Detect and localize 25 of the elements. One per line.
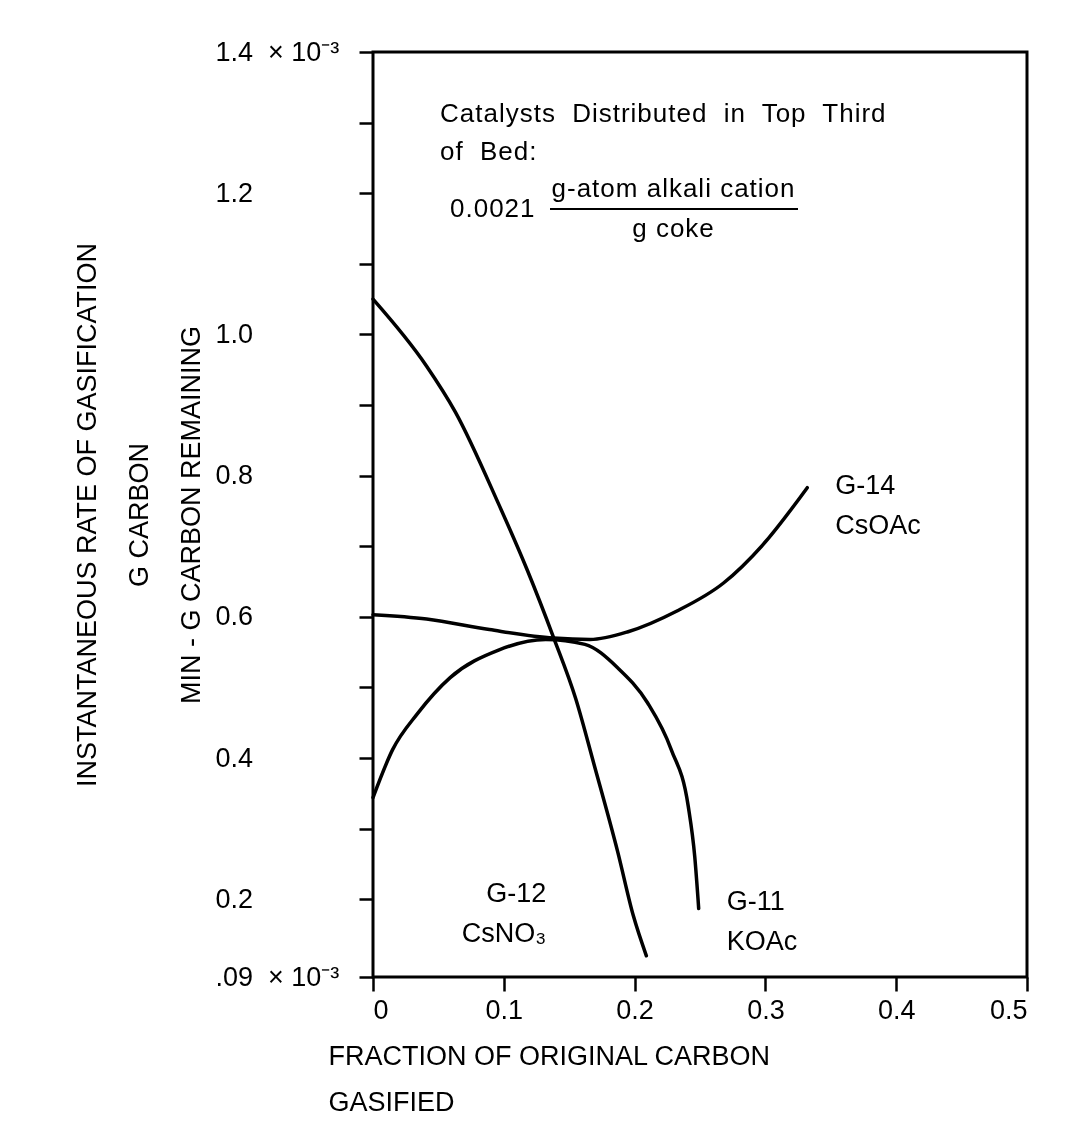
y-axis-title: INSTANTANEOUS RATE OF GASIFICATION G CARBON MIN - G CARBON REMAINING xyxy=(71,242,206,788)
y-tick-label: 1.4 xyxy=(215,36,254,67)
text: × 10⁻³ xyxy=(268,962,340,992)
y-tick-label: 1.2 xyxy=(215,177,254,208)
series-label: G-11 KOAc xyxy=(726,885,798,956)
text: G-12 CsNO₃ xyxy=(461,877,547,948)
annotation: g coke xyxy=(631,212,716,246)
x-tick-label: 0.2 xyxy=(616,994,654,1025)
annotation: g-atom alkali cation xyxy=(549,170,798,211)
annotation: 0.0021 xyxy=(450,193,536,224)
y-tick-label: 0.2 xyxy=(215,883,254,914)
x-tick-label: 0.3 xyxy=(747,994,785,1025)
y-tick-label: 0.4 xyxy=(215,742,254,773)
y-tick-label: .09 xyxy=(215,961,254,992)
y-tick-label: 0.8 xyxy=(215,460,254,491)
annotation: Catalysts Distributed in Top Third of Bed: xyxy=(440,97,888,168)
series-label: G-14 CsOAc xyxy=(835,469,921,540)
x-tick-label: 0 xyxy=(373,994,389,1025)
text: × 10⁻³ xyxy=(268,37,340,67)
y-tick-label: 1.0 xyxy=(215,318,254,349)
x-tick-label: 0.1 xyxy=(485,994,524,1025)
x-axis-title: FRACTION OF ORIGINAL CARBON GASIFIED xyxy=(328,1040,771,1117)
y-tick-label: 0.6 xyxy=(215,601,254,632)
x-tick-label: 0.4 xyxy=(877,994,916,1025)
x-tick-label: 0.5 xyxy=(989,994,1028,1025)
